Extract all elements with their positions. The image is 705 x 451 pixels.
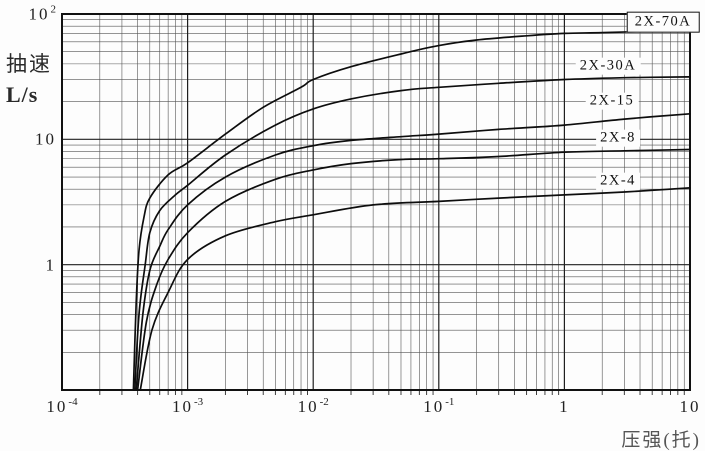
y-tick-label: 1 [45,255,56,275]
curve-2X-8 [136,148,691,391]
y-tick-label: 102 [28,3,57,24]
x-axis-title: 压强(托) [621,430,701,451]
curve-label-2X-8: 2X-8 [596,129,640,147]
curve-2X-15 [135,112,691,391]
y-axis-title-line2: L/s [6,82,39,107]
y-tick-label: 10 [35,129,56,149]
y-axis-title-line1: 抽速 [6,52,52,76]
curve-label-2X-15: 2X-15 [585,92,639,110]
x-tick-label: 10 [679,397,701,416]
curve-2X-30A [133,76,691,391]
curve-label-2X-70A: 2X-70A [626,11,700,33]
curve-label-2X-30A: 2X-30A [575,57,641,75]
x-tick-label: 10-3 [172,396,204,416]
x-tick-label: 1 [559,397,570,416]
curve-2X-4 [139,187,691,391]
x-tick-label: 10-1 [423,396,455,416]
x-tick-label: 10-2 [297,396,329,416]
grid-minor [62,14,690,390]
curve-label-2X-4: 2X-4 [596,172,640,190]
plot-frame [61,13,691,391]
curve-2X-70A [132,28,691,391]
x-tick-label: 10-4 [46,396,78,416]
curves [132,28,691,391]
